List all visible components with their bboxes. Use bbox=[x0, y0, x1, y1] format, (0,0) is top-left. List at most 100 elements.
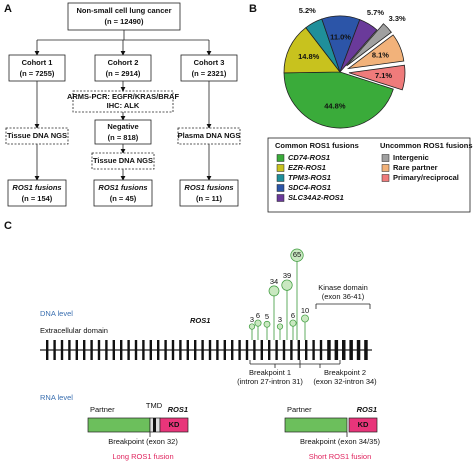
negative-n: (n = 818) bbox=[108, 133, 139, 142]
legend-box bbox=[267, 137, 471, 213]
exon bbox=[134, 340, 138, 360]
lollipop bbox=[301, 314, 309, 323]
result-n: (n = 11) bbox=[196, 194, 223, 203]
lollipop bbox=[268, 285, 280, 297]
test-text: Tissue DNA NGS bbox=[93, 156, 153, 165]
dna-level: DNA level bbox=[40, 309, 73, 318]
cohort-box bbox=[94, 54, 152, 82]
breakpoint-title: Breakpoint 1 bbox=[249, 368, 291, 377]
lollipop-label: 6 bbox=[256, 311, 260, 320]
panel-label: C bbox=[4, 220, 12, 232]
exon bbox=[245, 340, 249, 360]
legend-entry: EZR-ROS1 bbox=[288, 163, 326, 172]
negative-title: Negative bbox=[107, 122, 138, 131]
exon bbox=[268, 340, 271, 360]
breakpoint-label: Breakpoint (exon 32) bbox=[108, 437, 178, 446]
exon bbox=[83, 340, 86, 360]
root-box bbox=[67, 2, 181, 31]
exon bbox=[297, 340, 300, 360]
result-n: (n = 45) bbox=[110, 194, 137, 203]
legend-entry: CD74-ROS1 bbox=[288, 153, 330, 162]
exon bbox=[223, 340, 226, 360]
kd-segment bbox=[159, 417, 189, 433]
lollipop-label: 65 bbox=[293, 250, 301, 259]
panel-label: A bbox=[4, 3, 12, 15]
exon bbox=[290, 340, 293, 360]
result-box bbox=[7, 179, 67, 207]
exon bbox=[260, 340, 263, 360]
exon bbox=[334, 340, 339, 360]
exon bbox=[127, 340, 130, 360]
partner-segment bbox=[87, 417, 151, 433]
cohort-title: Cohort 1 bbox=[22, 58, 53, 67]
rna-level: RNA level bbox=[40, 393, 73, 402]
partner-label: Partner bbox=[90, 405, 115, 414]
lollipop bbox=[263, 320, 271, 328]
test-text: Tissue DNA NGS bbox=[7, 131, 67, 140]
partner-label: Partner bbox=[287, 405, 312, 414]
exon bbox=[275, 340, 278, 360]
legend-swatch bbox=[276, 174, 285, 182]
pie-slice bbox=[346, 34, 405, 70]
kd-segment bbox=[348, 417, 378, 433]
result-n: (n = 154) bbox=[22, 194, 53, 203]
lollipop bbox=[289, 319, 297, 327]
pie-label: 44.8% bbox=[324, 101, 346, 110]
result-box bbox=[93, 179, 153, 207]
exon bbox=[97, 340, 101, 360]
kinase-label: Kinase domain bbox=[318, 283, 368, 292]
lollipop-label: 3 bbox=[278, 315, 282, 324]
legend-swatch bbox=[276, 184, 285, 192]
cohort-title: Cohort 2 bbox=[108, 58, 139, 67]
legend-title: Uncommon ROS1 fusions bbox=[380, 141, 473, 150]
breakpoint-range: (exon 32-intron 34) bbox=[313, 377, 377, 386]
breakpoint-title: Breakpoint 2 bbox=[324, 368, 366, 377]
exon bbox=[157, 340, 160, 360]
pie-slice bbox=[283, 27, 341, 74]
ros1-label: ROS1 bbox=[357, 405, 377, 414]
tmd-segment bbox=[153, 418, 156, 432]
pie-slice bbox=[348, 64, 406, 91]
pie-label: 11.0% bbox=[330, 32, 351, 41]
pie-label: 8.1% bbox=[372, 50, 389, 59]
lollipop bbox=[281, 279, 293, 291]
exon bbox=[356, 340, 361, 360]
result-title: ROS1 fusions bbox=[184, 183, 233, 192]
legend-entry: Rare partner bbox=[393, 163, 438, 172]
legend-swatch bbox=[276, 164, 285, 172]
gene-name: ROS1 bbox=[190, 316, 210, 325]
exon bbox=[305, 340, 308, 360]
screen-text: IHC: ALK bbox=[107, 101, 140, 110]
pie-label: 14.8% bbox=[298, 52, 320, 61]
exon bbox=[282, 340, 286, 360]
cohort-n: (n = 7255) bbox=[20, 69, 55, 78]
exon bbox=[253, 340, 256, 360]
exon bbox=[201, 340, 204, 360]
lollipop-label: 5 bbox=[265, 312, 269, 321]
legend-swatch bbox=[381, 164, 390, 172]
exon bbox=[179, 340, 182, 360]
kd-label: KD bbox=[358, 420, 369, 429]
exon bbox=[231, 340, 234, 360]
fusion-title: Short ROS1 fusion bbox=[309, 452, 372, 461]
legend-entry: SLC34A2-ROS1 bbox=[288, 193, 344, 202]
exon bbox=[164, 340, 167, 360]
cohort-n: (n = 2321) bbox=[192, 69, 227, 78]
legend-entry: Intergenic bbox=[393, 153, 429, 162]
exon bbox=[349, 340, 353, 360]
screen-text: ARMS-PCR: EGFR/KRAS/BRAF bbox=[67, 92, 179, 101]
exon bbox=[342, 340, 346, 360]
exon bbox=[112, 340, 115, 360]
exon bbox=[53, 340, 56, 360]
lollipop-label: 39 bbox=[283, 271, 291, 280]
panel-label: B bbox=[249, 3, 257, 15]
exon bbox=[238, 340, 241, 360]
exon bbox=[149, 340, 152, 360]
exon bbox=[312, 340, 315, 360]
exon bbox=[171, 340, 175, 360]
exon bbox=[186, 340, 189, 360]
pie-label: 3.3% bbox=[389, 14, 406, 23]
exon bbox=[90, 340, 93, 360]
